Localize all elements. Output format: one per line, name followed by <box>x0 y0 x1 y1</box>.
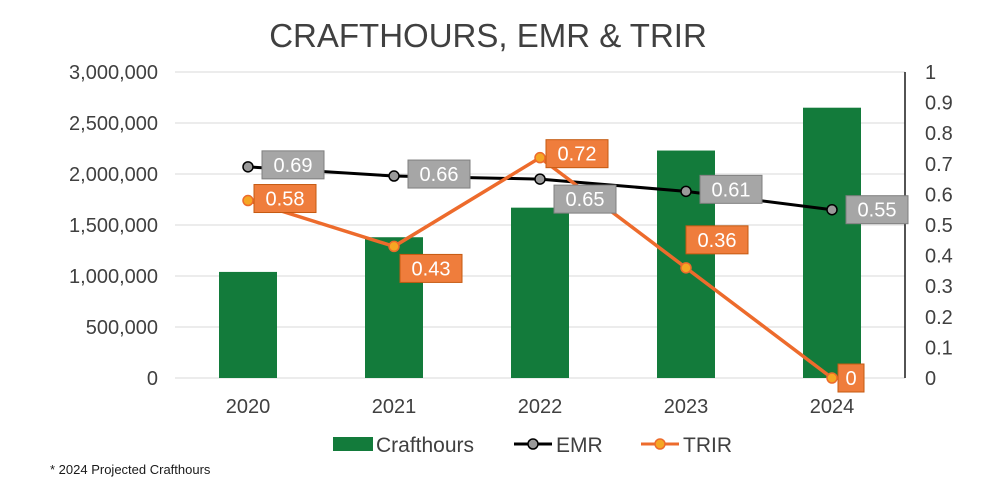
data-label-text: 0.36 <box>698 230 737 252</box>
footnote: * 2024 Projected Crafthours <box>50 462 211 477</box>
emr-data-label: 0.69 <box>261 150 325 180</box>
right-tick-label: 0.2 <box>925 307 953 329</box>
crafthours-bar <box>511 207 569 378</box>
x-tick-label: 2020 <box>226 396 271 418</box>
right-tick-label: 0.3 <box>925 276 953 298</box>
data-label-box <box>837 363 865 393</box>
x-tick-label: 2022 <box>518 396 563 418</box>
data-label-box <box>407 159 471 189</box>
data-label-text: 0 <box>845 368 856 390</box>
right-tick-label: 1 <box>925 62 936 84</box>
trir-data-label: 0.72 <box>545 139 609 169</box>
right-tick-label: 0.4 <box>925 246 953 268</box>
legend-swatch-crafthours <box>333 437 373 451</box>
emr-marker <box>242 161 254 173</box>
left-tick-label: 1,500,000 <box>69 215 158 237</box>
data-label-box <box>399 253 463 283</box>
legend-marker-trir <box>654 438 666 450</box>
data-label-box <box>545 139 609 169</box>
x-tick-label: 2021 <box>372 396 417 418</box>
data-label-text: 0.72 <box>558 144 597 166</box>
emr-data-label: 0.61 <box>699 174 763 204</box>
left-tick-label: 3,000,000 <box>69 62 158 84</box>
chart-title: CRAFTHOURS, EMR & TRIR <box>269 17 707 54</box>
trir-data-label: 0.36 <box>685 225 749 255</box>
emr-data-label: 0.65 <box>553 184 617 214</box>
emr-marker <box>680 185 692 198</box>
right-tick-label: 0.5 <box>925 215 953 237</box>
data-label-text: 0.69 <box>274 155 313 177</box>
x-tick-label: 2024 <box>810 396 855 418</box>
crafthours-bars <box>219 107 861 378</box>
legend-label-trir: TRIR <box>683 434 732 457</box>
left-tick-label: 1,000,000 <box>69 266 158 288</box>
left-axis-ticks: 0 500,000 1,000,000 1,500,000 2,000,000 2,500… <box>69 62 158 390</box>
data-label-text: 0.43 <box>412 258 451 280</box>
trir-data-label: 0.58 <box>253 184 317 214</box>
crafthours-bar <box>219 271 277 378</box>
right-tick-label: 0 <box>925 368 936 390</box>
data-label-box <box>253 184 317 214</box>
x-tick-label: 2023 <box>664 396 709 418</box>
trir-marker <box>826 372 838 384</box>
left-tick-label: 0 <box>147 368 158 390</box>
data-label-box <box>261 150 325 180</box>
legend-label-crafthours: Crafthours <box>376 434 474 457</box>
data-label-text: 0.58 <box>266 189 305 211</box>
trir-marker <box>534 151 546 164</box>
left-tick-label: 500,000 <box>86 317 158 339</box>
right-tick-label: 0.7 <box>925 154 953 176</box>
trir-marker <box>242 194 254 207</box>
data-label-box <box>845 195 909 225</box>
trir-marker <box>388 240 400 253</box>
right-axis-ticks: 0 0.1 0.2 0.3 0.4 0.5 0.6 0.7 0.8 0.9 1 <box>925 62 953 390</box>
data-label-box <box>699 174 763 204</box>
trir-data-label: 0.43 <box>399 253 463 283</box>
data-label-box <box>685 225 749 255</box>
left-tick-label: 2,500,000 <box>69 113 158 135</box>
trir-marker <box>680 262 692 274</box>
right-tick-label: 0.1 <box>925 337 953 359</box>
legend: Crafthours EMR TRIR <box>333 434 732 457</box>
data-label-box <box>553 184 617 214</box>
data-label-text: 0.65 <box>566 189 605 211</box>
data-label-text: 0.61 <box>712 179 751 201</box>
data-label-text: 0.55 <box>858 200 897 222</box>
emr-data-label: 0.66 <box>407 159 471 189</box>
emr-data-label: 0.55 <box>845 195 909 225</box>
left-tick-label: 2,000,000 <box>69 164 158 186</box>
emr-marker <box>534 173 546 185</box>
emr-marker <box>388 170 400 182</box>
trir-data-label: 0 <box>837 363 865 393</box>
data-label-text: 0.66 <box>420 164 459 186</box>
legend-label-emr: EMR <box>556 434 603 457</box>
emr-marker <box>826 203 838 216</box>
right-tick-label: 0.9 <box>925 93 953 115</box>
x-axis-ticks: 2020 2021 2022 2023 2024 <box>226 396 855 418</box>
legend-marker-emr <box>527 438 539 450</box>
right-tick-label: 0.6 <box>925 184 953 206</box>
line-series: 0.69 0.66 0.65 0.61 0.55 0.58 0.43 0.72 0.36 0 <box>242 139 909 393</box>
crafthours-bar <box>803 107 861 378</box>
right-tick-label: 0.8 <box>925 123 953 145</box>
